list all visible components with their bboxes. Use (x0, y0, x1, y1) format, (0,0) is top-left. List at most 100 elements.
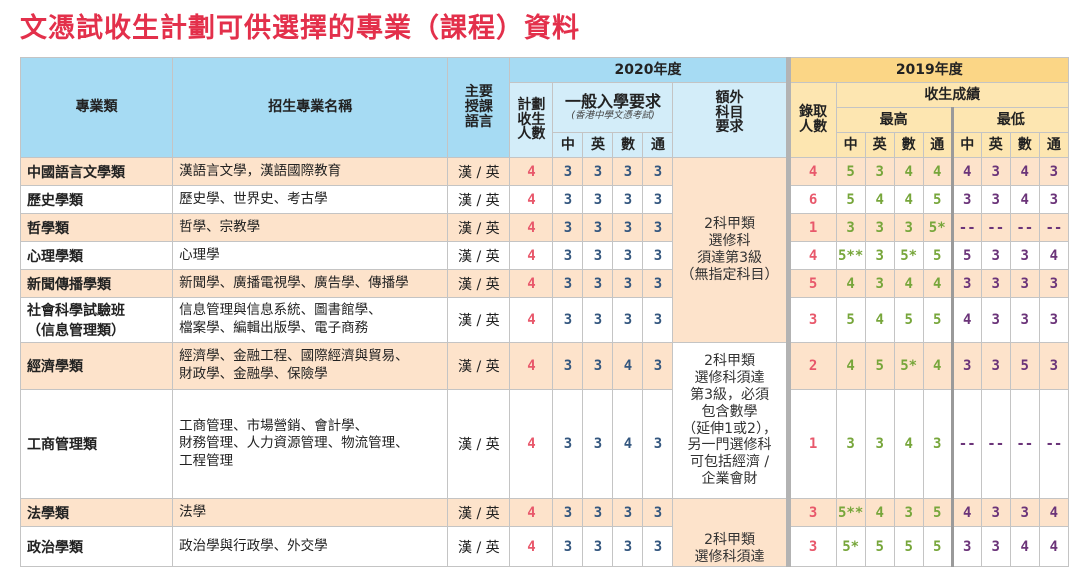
planned-cell: 4 (509, 297, 554, 343)
admitted-cell: 5 (785, 269, 837, 298)
planned-cell: 4 (509, 498, 554, 527)
language-cell: 漢 / 英 (447, 269, 511, 298)
requirement-cell: 3 (582, 157, 614, 186)
admitted-cell: 1 (785, 389, 837, 499)
lowest-score-cell: 3 (1009, 269, 1040, 298)
language-cell: 漢 / 英 (447, 213, 511, 242)
admitted-cell: 2 (785, 342, 837, 390)
language-cell: 漢 / 英 (447, 389, 511, 499)
header-subject-lowest: 通 (1038, 132, 1070, 158)
majors-cell: 經濟學、金融工程、國際經濟與貿易、 財政學、金融學、保險學 (172, 342, 449, 390)
requirement-cell: 3 (642, 157, 674, 186)
requirement-cell: 3 (612, 213, 644, 242)
header-highest: 最高 (835, 107, 953, 133)
planned-cell: 4 (509, 185, 554, 214)
highest-score-cell: 4 (893, 389, 924, 499)
requirement-cell: 3 (552, 297, 584, 343)
category-cell: 心理學類 (19, 241, 174, 270)
header-category: 專業類 (19, 57, 174, 158)
lowest-score-cell: 3 (1038, 297, 1070, 343)
requirement-cell: 3 (582, 498, 614, 527)
header-extra-req: 額外科目要求 (672, 82, 789, 158)
general-req-note: (香港中學文憑考試) (571, 109, 655, 121)
lowest-score-cell: 4 (1009, 185, 1040, 214)
lowest-score-cell: -- (1038, 389, 1070, 499)
table-row: 政治學類 政治學與行政學、外交學漢 / 英 4 3 3 3 3 3 5* 5 5 5 3 3 4 4 (19, 526, 1070, 567)
lowest-score-cell: -- (1009, 389, 1040, 499)
highest-score-cell: 5 (864, 526, 895, 567)
lowest-score-cell: 3 (1009, 241, 1040, 270)
header-lowest: 最低 (950, 107, 1070, 133)
lowest-score-cell: -- (1038, 213, 1070, 242)
header-admitted: 錄取人數 (785, 82, 837, 158)
header-subject-req: 英 (582, 132, 614, 158)
header-subject-highest: 通 (922, 132, 953, 158)
admissions-table: 專業類 招生專業名稱 主要授課語言 2020年度 2019年度 計劃收生人數 一… (19, 57, 1070, 567)
majors-cell: 哲學、宗教學 (172, 213, 449, 242)
requirement-cell: 3 (612, 297, 644, 343)
planned-cell: 4 (509, 213, 554, 242)
highest-score-cell: 4 (922, 157, 953, 186)
requirement-cell: 3 (642, 526, 674, 567)
lowest-score-cell: 3 (1009, 498, 1040, 527)
header-subject-lowest: 英 (980, 132, 1011, 158)
general-req-label: 一般入學要求 (564, 92, 661, 112)
highest-score-cell: 3 (835, 389, 866, 499)
highest-score-cell: 3 (864, 241, 895, 270)
lowest-score-cell: 3 (980, 498, 1011, 527)
highest-score-cell: 5 (893, 526, 924, 567)
requirement-cell: 3 (552, 157, 584, 186)
majors-cell: 工商管理、市場營銷、會計學、 財務管理、人力資源管理、物流管理、 工程管理 (172, 389, 449, 499)
table-row: 工商管理類 工商管理、市場營銷、會計學、 財務管理、人力資源管理、物流管理、 工程… (19, 389, 1070, 499)
requirement-cell: 3 (552, 498, 584, 527)
requirement-cell: 3 (612, 157, 644, 186)
header-general-req: 一般入學要求 (香港中學文憑考試) (552, 82, 674, 133)
lowest-score-cell: 3 (980, 526, 1011, 567)
lowest-score-cell: 4 (1038, 241, 1070, 270)
lowest-score-cell: -- (980, 389, 1011, 499)
lowest-score-cell: 3 (980, 342, 1011, 390)
highest-score-cell: 4 (922, 269, 953, 298)
requirement-cell: 4 (612, 342, 644, 390)
majors-cell: 新聞學、廣播電視學、廣告學、傳播學 (172, 269, 449, 298)
requirement-cell: 3 (582, 342, 614, 390)
header-subject-req: 數 (612, 132, 644, 158)
highest-score-cell: 3 (864, 157, 895, 186)
highest-score-cell: 5* (893, 241, 924, 270)
header-majors: 招生專業名稱 (172, 57, 449, 158)
highest-score-cell: 4 (893, 185, 924, 214)
extra-requirement-cell: 2科甲類 選修科須達 (672, 498, 789, 567)
planned-cell: 4 (509, 157, 554, 186)
highest-score-cell: 4 (864, 297, 895, 343)
highest-score-cell: 5 (835, 157, 866, 186)
highest-score-cell: 5* (922, 213, 953, 242)
requirement-cell: 3 (612, 185, 644, 214)
lowest-score-cell: 4 (1038, 526, 1070, 567)
requirement-cell: 3 (642, 342, 674, 390)
majors-cell: 心理學 (172, 241, 449, 270)
planned-cell: 4 (509, 389, 554, 499)
requirement-cell: 3 (552, 526, 584, 567)
highest-score-cell: 3 (922, 389, 953, 499)
admitted-cell: 4 (785, 241, 837, 270)
extra-requirement-cell: 2科甲類 選修科 須達第3級 （無指定科目） (672, 157, 789, 343)
header-subject-req: 中 (552, 132, 584, 158)
requirement-cell: 3 (582, 297, 614, 343)
page-title: 文憑試收生計劃可供選擇的專業（課程）資料 (20, 13, 580, 44)
admitted-cell: 4 (785, 157, 837, 186)
category-cell: 工商管理類 (19, 389, 174, 499)
header-scores: 收生成績 (835, 82, 1070, 108)
requirement-cell: 4 (612, 389, 644, 499)
lowest-score-cell: 4 (1009, 157, 1040, 186)
highest-score-cell: 4 (893, 269, 924, 298)
language-cell: 漢 / 英 (447, 185, 511, 214)
header-year-2020: 2020年度 (509, 57, 789, 83)
lowest-score-cell: 3 (980, 269, 1011, 298)
highest-score-cell: 5 (922, 526, 953, 567)
lowest-score-cell: 3 (980, 157, 1011, 186)
header-subject-req: 通 (642, 132, 674, 158)
requirement-cell: 3 (642, 213, 674, 242)
planned-cell: 4 (509, 241, 554, 270)
header-subject-highest: 英 (864, 132, 895, 158)
